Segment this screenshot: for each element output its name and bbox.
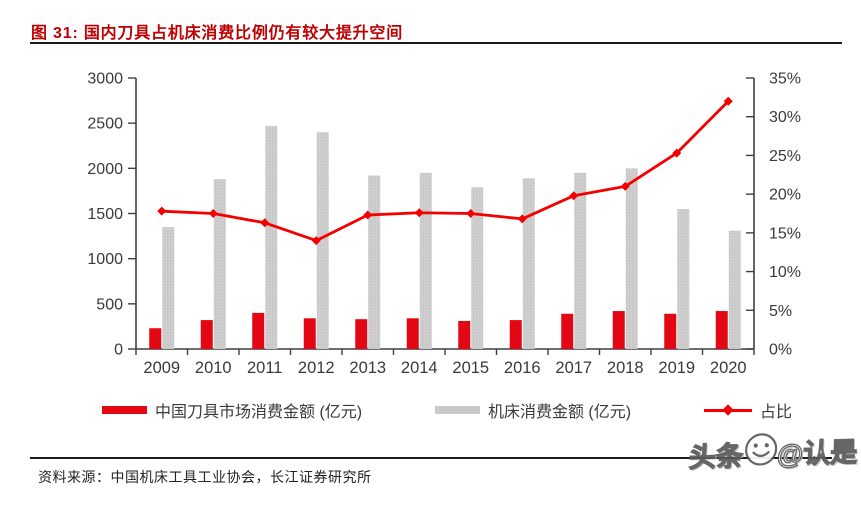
legend-item-machine: 机床消费金额 (亿元) <box>434 398 632 422</box>
ratio-line-swatch <box>703 404 752 416</box>
left-axis-tick-label: 1500 <box>87 206 123 223</box>
machine-bar-2009 <box>162 227 175 349</box>
x-axis-label-2018: 2018 <box>607 359 644 377</box>
x-axis-label-2009: 2009 <box>143 359 180 377</box>
tool-bar-2012 <box>303 318 316 349</box>
watermark-handle: @认是 <box>775 436 858 470</box>
machine-bar-2019 <box>677 208 690 349</box>
tool-bar-2017 <box>561 313 574 349</box>
x-axis-label-2015: 2015 <box>452 359 489 377</box>
left-axis-tick-label: 1000 <box>87 251 123 268</box>
x-axis-label-2020: 2020 <box>710 359 747 377</box>
legend-label-tool: 中国刀具市场消费金额 (亿元) <box>155 404 363 421</box>
x-axis-label-2019: 2019 <box>658 359 695 377</box>
tool-bar-2011 <box>252 312 265 349</box>
figure-title: 图 31: 国内刀具占机床消费比例仍有较大提升空间 <box>31 25 404 42</box>
tool-bar-2020 <box>715 311 728 349</box>
watermark-prefix: 头条 <box>687 440 744 473</box>
ratio-marker-2017 <box>569 191 579 201</box>
right-axis-tick-label: 10% <box>769 264 801 281</box>
machine-bar-2020 <box>728 230 741 349</box>
source-note: 资料来源：中国机床工具工业协会，长江证券研究所 <box>38 469 372 485</box>
left-axis-tick-label: 0 <box>114 342 123 359</box>
ratio-marker-2012 <box>311 236 321 246</box>
right-axis-tick-label: 15% <box>769 225 801 242</box>
right-axis-tick-label: 30% <box>769 109 801 126</box>
ratio-marker-2020 <box>723 96 733 106</box>
tool-bar-2014 <box>406 318 419 349</box>
ratio-marker-2011 <box>260 218 270 228</box>
machine-bar-2017 <box>574 172 587 349</box>
tool-bar-swatch <box>102 406 147 414</box>
machine-bar-2010 <box>213 179 226 349</box>
left-axis-tick-label: 2500 <box>87 116 123 133</box>
chart-legend: 中国刀具市场消费金额 (亿元) 机床消费金额 (亿元) 占比 <box>102 398 792 422</box>
x-axis-label-2010: 2010 <box>195 359 232 377</box>
tool-bar-2009 <box>149 328 162 349</box>
tool-bar-2018 <box>612 311 625 349</box>
ratio-line <box>161 100 730 243</box>
x-axis-label-2014: 2014 <box>401 359 438 377</box>
machine-bar-2018 <box>625 168 638 349</box>
machine-bar-2013 <box>368 175 381 349</box>
smiley-face-icon <box>744 432 777 466</box>
legend-label-machine: 机床消费金额 (亿元) <box>487 404 632 421</box>
machine-bar-2016 <box>522 178 535 349</box>
machine-bar-swatch <box>434 406 480 414</box>
x-axis-label-2017: 2017 <box>555 359 592 377</box>
x-axis-label-2013: 2013 <box>349 359 386 377</box>
tool-bar-2019 <box>664 313 677 349</box>
combo-chart: 0 500 1000 1500 2000 2500 3000 0% 5% 10% 15% 20% 25%… <box>87 71 801 378</box>
right-axis-tick-label: 25% <box>769 148 801 165</box>
right-axis-tick-label: 5% <box>769 303 792 320</box>
footer-rule <box>30 457 832 459</box>
right-axis-tick-label: 0% <box>769 342 792 359</box>
legend-label-ratio: 占比 <box>759 404 792 421</box>
ratio-marker-2016 <box>517 214 527 224</box>
x-axis-label-2016: 2016 <box>504 359 541 377</box>
right-axis-tick-label: 20% <box>769 187 801 204</box>
ratio-marker-2015 <box>466 209 476 218</box>
x-axis-label-2012: 2012 <box>298 359 335 377</box>
machine-bar-2015 <box>471 187 484 349</box>
tool-bar-2016 <box>509 320 522 349</box>
watermark: 头条 @认是 <box>687 430 858 475</box>
tool-bar-2013 <box>355 319 368 349</box>
right-axis-tick-label: 35% <box>769 71 801 88</box>
left-axis-tick-label: 500 <box>96 296 123 313</box>
left-axis-tick-label: 3000 <box>87 71 123 88</box>
machine-bar-2014 <box>419 172 432 349</box>
tool-bar-2010 <box>200 320 213 349</box>
x-axis-label-2011: 2011 <box>247 359 282 377</box>
machine-bar-2012 <box>316 132 329 349</box>
ratio-marker-swatch <box>722 404 734 416</box>
ratio-marker-2013 <box>363 210 373 220</box>
ratio-marker-2019 <box>672 148 682 158</box>
left-axis-tick-label: 2000 <box>87 161 123 178</box>
tool-bar-2015 <box>458 320 471 349</box>
legend-item-tool: 中国刀具市场消费金额 (亿元) <box>102 398 362 422</box>
ratio-marker-2014 <box>414 208 424 218</box>
ratio-marker-2018 <box>620 181 630 191</box>
ratio-marker-2010 <box>208 209 218 218</box>
legend-item-ratio: 占比 <box>703 398 792 422</box>
ratio-marker-2009 <box>157 206 167 216</box>
machine-bar-2011 <box>265 125 278 349</box>
title-underline-rule <box>30 42 842 44</box>
